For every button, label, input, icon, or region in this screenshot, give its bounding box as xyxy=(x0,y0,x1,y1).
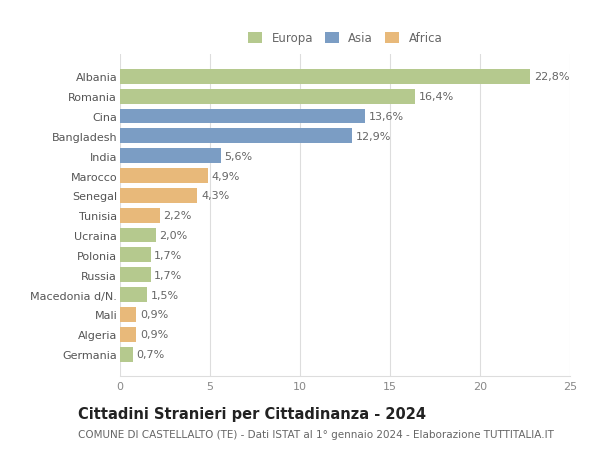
Text: 22,8%: 22,8% xyxy=(534,72,569,82)
Bar xyxy=(120,109,365,124)
Text: 5,6%: 5,6% xyxy=(224,151,253,161)
Bar xyxy=(120,327,136,342)
Text: 4,9%: 4,9% xyxy=(212,171,240,181)
Text: 1,7%: 1,7% xyxy=(154,250,182,260)
Text: Cittadini Stranieri per Cittadinanza - 2024: Cittadini Stranieri per Cittadinanza - 2… xyxy=(78,406,426,421)
Bar xyxy=(120,208,160,223)
Legend: Europa, Asia, Africa: Europa, Asia, Africa xyxy=(244,29,446,49)
Text: 2,0%: 2,0% xyxy=(160,230,188,241)
Text: 0,7%: 0,7% xyxy=(136,349,164,359)
Bar xyxy=(120,149,221,164)
Text: 1,5%: 1,5% xyxy=(151,290,179,300)
Bar xyxy=(120,169,208,184)
Text: 4,3%: 4,3% xyxy=(201,191,229,201)
Bar xyxy=(120,129,352,144)
Text: 0,9%: 0,9% xyxy=(140,310,168,320)
Bar xyxy=(120,268,151,283)
Bar xyxy=(120,308,136,322)
Text: 12,9%: 12,9% xyxy=(356,132,391,141)
Text: 2,2%: 2,2% xyxy=(163,211,191,221)
Bar xyxy=(120,189,197,203)
Bar xyxy=(120,70,530,84)
Text: 1,7%: 1,7% xyxy=(154,270,182,280)
Bar xyxy=(120,248,151,263)
Text: COMUNE DI CASTELLALTO (TE) - Dati ISTAT al 1° gennaio 2024 - Elaborazione TUTTIT: COMUNE DI CASTELLALTO (TE) - Dati ISTAT … xyxy=(78,429,554,439)
Bar xyxy=(120,90,415,104)
Text: 16,4%: 16,4% xyxy=(419,92,454,102)
Bar xyxy=(120,347,133,362)
Bar xyxy=(120,228,156,243)
Bar xyxy=(120,287,147,302)
Text: 13,6%: 13,6% xyxy=(368,112,404,122)
Text: 0,9%: 0,9% xyxy=(140,330,168,340)
